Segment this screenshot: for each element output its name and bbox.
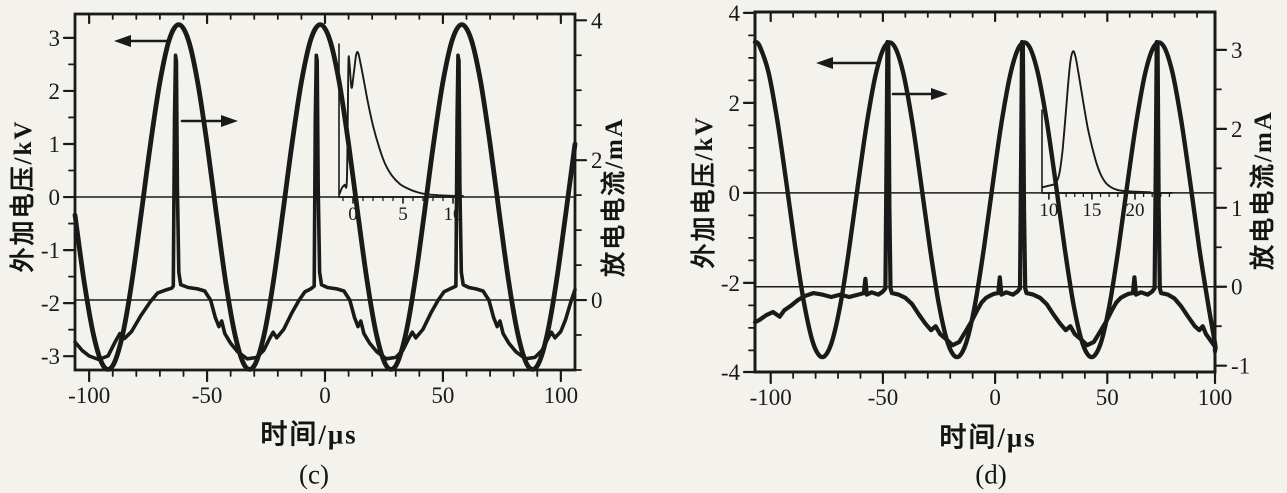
voltage-axis-tick-label: 1 (49, 132, 61, 157)
voltage-axis-tick-label: 2 (49, 79, 61, 104)
current-axis-tick-label: 2 (591, 148, 603, 173)
current-axis-tick-label: 4 (591, 8, 603, 33)
current-axis-tick-label: 3 (1231, 38, 1243, 63)
panel-d-right-axis-title: 放电电流/mA (1250, 110, 1277, 270)
discharge-current-curve (73, 53, 577, 362)
inset-tick-label: 5 (398, 204, 408, 225)
voltage-axis-tick-label: -4 (721, 360, 741, 385)
panel-c-left-axis-title: 外加电压/kV (10, 119, 37, 273)
arrow-to-left-axis-head (816, 57, 833, 69)
voltage-axis-tick-label: 0 (729, 181, 741, 206)
x-tick-label: -100 (750, 385, 792, 410)
inset-tick-label: 20 (1125, 200, 1144, 221)
current-axis-tick-label: 0 (1231, 275, 1243, 300)
current-axis-tick-label: 2 (1231, 117, 1243, 142)
panel-d-caption: (d) (975, 459, 1007, 490)
panel-c-caption: (c) (299, 459, 329, 490)
x-tick-label: 50 (431, 383, 454, 408)
panel-d: -100 -50 0 50 100 -4 -2 0 2 4 -1 0 1 2 3 10 15 20 (721, 1, 1250, 410)
x-tick-label: -50 (868, 385, 899, 410)
x-tick-label: 0 (989, 385, 1001, 410)
arrow-to-left-axis-head (114, 35, 131, 47)
x-tick-label: 100 (1198, 385, 1233, 410)
discharge-current-curve (752, 39, 1218, 354)
arrow-to-right-axis-head (931, 88, 948, 100)
arrow-to-right-axis-head (221, 115, 238, 127)
inset-pulse-curve (338, 51, 464, 198)
applied-voltage-curve (72, 22, 578, 372)
inset-tick-label: 0 (348, 204, 358, 225)
x-tick-label: 50 (1096, 385, 1119, 410)
voltage-axis-tick-label: -2 (41, 291, 60, 316)
voltage-axis-tick-label: -1 (41, 238, 60, 263)
current-axis-tick-label: 0 (591, 288, 603, 313)
voltage-axis-tick-label: 3 (49, 26, 61, 51)
panel-c-xlabel: 时间/μs (260, 419, 358, 450)
inset-pulse-curve (1041, 50, 1152, 194)
axes-border (73, 12, 577, 372)
applied-voltage-curve (752, 39, 1218, 360)
x-tick-label: 100 (544, 383, 579, 408)
panel-c-right-axis-title: 放电电流/mA (601, 117, 628, 277)
voltage-axis-tick-label: 4 (729, 1, 741, 26)
inset-tick-label: 10 (1039, 200, 1058, 221)
inset-tick-label: 15 (1082, 200, 1101, 221)
current-axis-tick-label: 1 (1231, 196, 1243, 221)
current-axis-tick-label: -1 (1231, 354, 1250, 379)
x-tick-label: -100 (68, 383, 110, 408)
voltage-axis-tick-label: -3 (41, 344, 60, 369)
x-tick-label: -50 (192, 383, 223, 408)
voltage-axis-tick-label: -2 (721, 271, 740, 296)
panel-d-left-axis-title: 外加电压/kV (691, 115, 718, 269)
panel-d-xlabel: 时间/μs (939, 422, 1037, 453)
x-tick-label: 0 (319, 383, 331, 408)
voltage-axis-tick-label: 2 (729, 91, 741, 116)
voltage-axis-tick-label: 0 (49, 185, 61, 210)
